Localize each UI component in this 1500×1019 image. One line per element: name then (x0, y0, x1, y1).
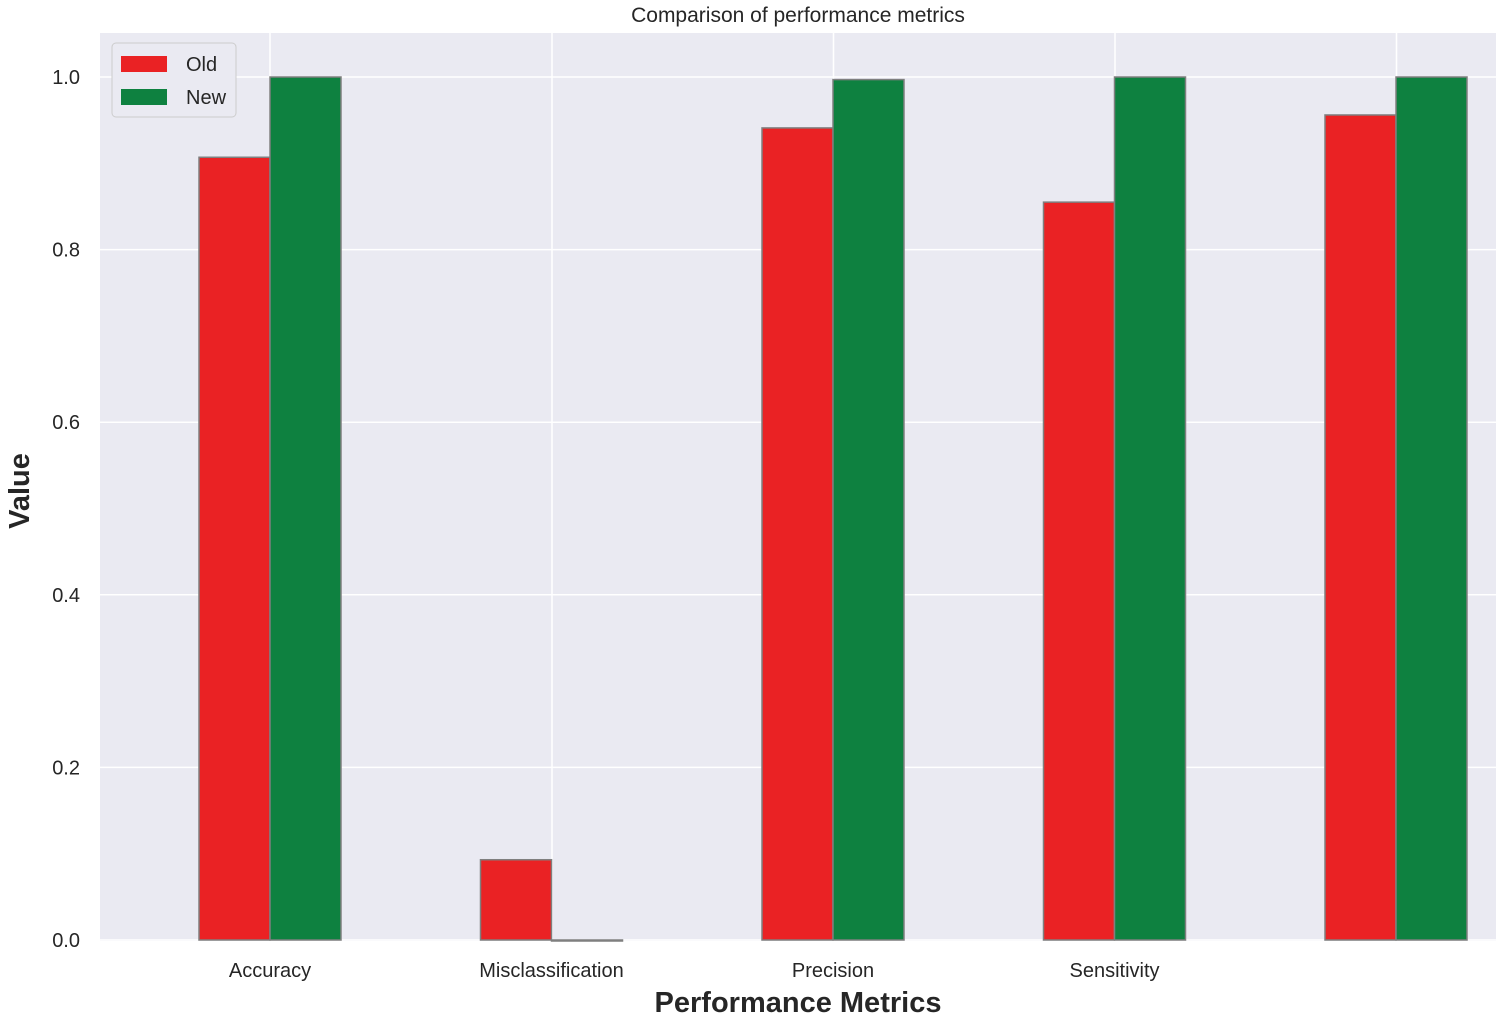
x-tick-label: Accuracy (229, 960, 311, 982)
y-tick-label: 0.4 (52, 585, 80, 607)
bar-old (1324, 114, 1397, 941)
y-tick-label: 0.2 (52, 757, 80, 779)
y-tick-label: 0.0 (52, 930, 80, 952)
x-tick-label: Sensitivity (1069, 960, 1159, 982)
legend-label-new: New (186, 87, 227, 109)
bar-new (269, 76, 342, 941)
bar-new (832, 78, 905, 941)
legend-swatch-new (121, 89, 167, 105)
x-axis-ticks: Accuracy Misclassification Precision Sensit… (229, 960, 1160, 982)
y-tick-label: 0.6 (52, 412, 80, 434)
y-tick-label: 1.0 (52, 67, 80, 89)
x-axis-label: Performance Metrics (655, 987, 942, 1019)
bar-old (479, 858, 553, 941)
bar-old (761, 127, 834, 941)
x-tick-label: Precision (792, 960, 874, 982)
y-tick-label: 0.8 (52, 240, 80, 262)
bar-new (1395, 76, 1468, 941)
y-axis-label: Value (4, 453, 36, 529)
bar-new (550, 939, 624, 942)
bar-old (1042, 201, 1116, 941)
bars (198, 76, 1468, 942)
y-axis-ticks: 0.0 0.2 0.4 0.6 0.8 1.0 (52, 67, 80, 952)
chart-title: Comparison of performance metrics (631, 4, 965, 27)
legend-label-old: Old (186, 54, 217, 76)
legend-swatch-old (121, 56, 167, 72)
bar-old (198, 156, 271, 941)
legend: Old New (111, 42, 237, 118)
bar-new (1113, 76, 1187, 941)
x-tick-label: Misclassification (479, 960, 623, 982)
